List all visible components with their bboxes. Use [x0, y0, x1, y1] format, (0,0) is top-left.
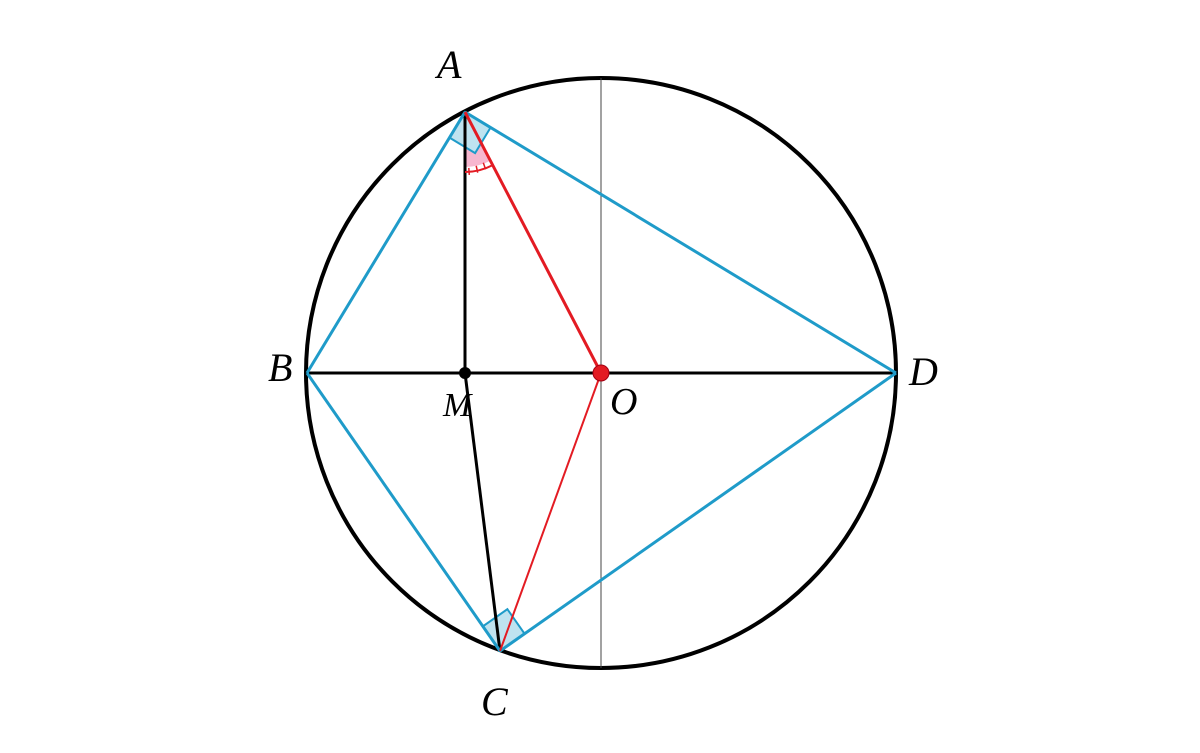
label-A: A	[434, 42, 462, 87]
segment-AB	[307, 112, 465, 373]
label-C: C	[481, 679, 509, 724]
label-M: M	[442, 387, 473, 424]
label-D: D	[908, 349, 938, 394]
segment-AD	[465, 112, 896, 373]
angle-oam-tick1	[469, 168, 470, 175]
segment-AO	[465, 112, 601, 373]
label-B: B	[268, 345, 292, 390]
geometry-diagram: A B C D O M	[0, 0, 1200, 753]
segment-OC	[500, 373, 601, 651]
label-O: O	[610, 381, 637, 423]
point-M	[459, 367, 471, 379]
point-O	[593, 365, 609, 381]
segment-CD	[500, 373, 896, 651]
